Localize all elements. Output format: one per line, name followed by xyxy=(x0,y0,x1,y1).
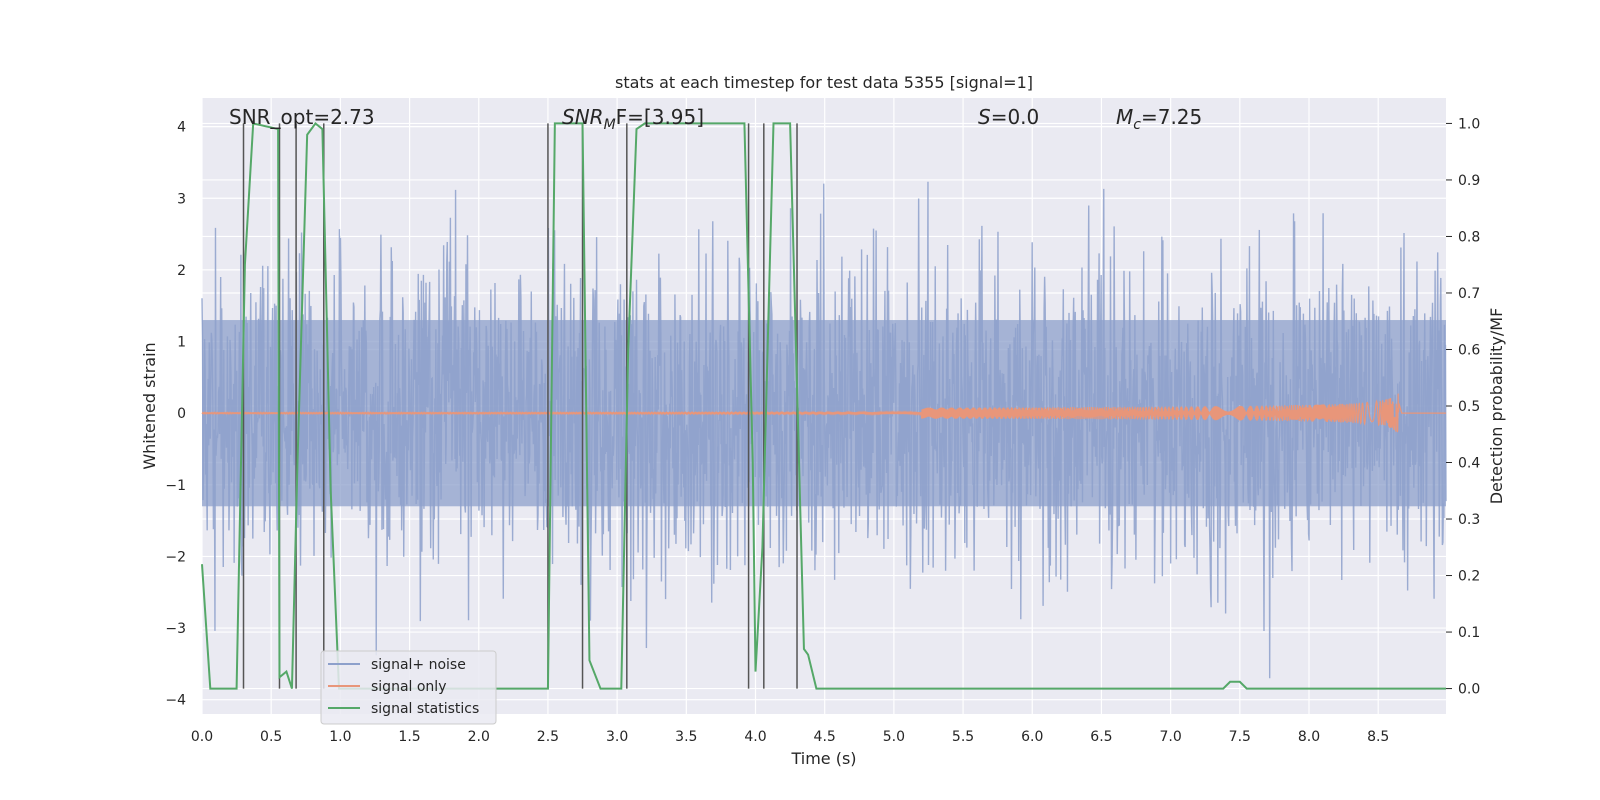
x-tick-label: 2.5 xyxy=(537,729,559,745)
x-tick-label: 3.5 xyxy=(675,729,697,745)
y-right-tick-label: 0.5 xyxy=(1458,399,1480,415)
y-left-tick-label: −4 xyxy=(165,693,186,709)
legend: signal+ noise signal only signal statist… xyxy=(320,650,497,725)
x-tick-label: 5.5 xyxy=(952,729,974,745)
x-tick-label: 0.5 xyxy=(260,729,282,745)
y-right-tick-label: 0.3 xyxy=(1458,512,1480,528)
x-tick-label: 5.0 xyxy=(883,729,905,745)
x-tick-label: 8.5 xyxy=(1367,729,1389,745)
x-tick-label: 1.0 xyxy=(329,729,351,745)
x-tick-label: 7.5 xyxy=(1229,729,1251,745)
annotation-s: S=0.0 xyxy=(978,105,1039,129)
annotation-s-value: =0.0 xyxy=(991,105,1040,129)
x-tick-label: 6.5 xyxy=(1090,729,1112,745)
stats-line xyxy=(201,121,1446,690)
y-right-tick-label: 0.6 xyxy=(1458,342,1480,358)
y-right-tick-label: 0.7 xyxy=(1458,286,1480,302)
y-left-tick-label: 3 xyxy=(177,191,186,207)
y-left-tick-label: −1 xyxy=(165,478,186,494)
annotation-snr-mf-subscript: M xyxy=(604,117,616,133)
y-right-tick-label: 0.2 xyxy=(1458,569,1480,585)
legend-box xyxy=(320,650,497,725)
y-left-tick-label: −3 xyxy=(165,621,186,637)
annotation-mc-symbol: M xyxy=(1116,105,1133,129)
annotation-snr-mf: SNRMF=[3.95] xyxy=(562,105,704,133)
signal-line xyxy=(201,393,1446,433)
x-tick-label: 7.0 xyxy=(1159,729,1181,745)
x-tick-label: 2.0 xyxy=(468,729,490,745)
y-left-tick-label: 1 xyxy=(177,335,186,351)
annotation-mc-value: =7.25 xyxy=(1141,105,1202,129)
y-right-tick-label: 0.1 xyxy=(1458,625,1480,641)
x-tick-label: 3.0 xyxy=(606,729,628,745)
annotation-mc: Mc=7.25 xyxy=(1116,105,1202,133)
chart-title: stats at each timestep for test data 535… xyxy=(615,73,1033,92)
y-right-axis-label: Detection probability/MF xyxy=(1487,308,1506,505)
annotation-mc-subscript: c xyxy=(1133,117,1141,133)
y-left-tick-label: 2 xyxy=(177,263,186,279)
series-signal-statistics xyxy=(201,121,1446,690)
x-tick-label: 4.5 xyxy=(814,729,836,745)
y-left-axis-label: Whitened strain xyxy=(140,342,159,469)
x-tick-label: 0.0 xyxy=(191,729,213,745)
y-left-tick-label: 0 xyxy=(177,406,186,422)
x-tick-label: 4.0 xyxy=(744,729,766,745)
y-right-tick-label: 1.0 xyxy=(1458,116,1480,132)
annotation-snr-mf-symbol: SNR xyxy=(562,105,604,129)
y-left-axis-ticks: 4 3 2 1 0 −1 −2 −3 −4 xyxy=(165,120,186,709)
x-tick-label: 6.0 xyxy=(1021,729,1043,745)
series-signal-only xyxy=(201,393,1446,433)
y-right-tick-label: 0.4 xyxy=(1458,456,1480,472)
y-right-tick-label: 0.8 xyxy=(1458,229,1480,245)
y-left-tick-label: −2 xyxy=(165,549,186,565)
legend-label-noise: signal+ noise xyxy=(371,657,466,673)
y-right-tick-label: 0.9 xyxy=(1458,173,1480,189)
y-right-axis-ticks: 1.0 0.9 0.8 0.7 0.6 0.5 0.4 0.3 0.2 0.1 0.0 xyxy=(1446,116,1480,698)
x-axis-ticks: 0.0 0.5 1.0 1.5 2.0 2.5 3.0 3.5 4.0 4.5 5.0 5.5 6.0 6… xyxy=(191,729,1389,745)
legend-label-signal: signal only xyxy=(371,679,446,695)
x-tick-label: 8.0 xyxy=(1298,729,1320,745)
annotation-snr-opt: SNR_opt=2.73 xyxy=(229,105,375,129)
annotation-s-symbol: S xyxy=(978,105,991,129)
legend-label-stats: signal statistics xyxy=(371,701,479,717)
y-right-tick-label: 0.0 xyxy=(1458,682,1480,698)
x-axis-label: Time (s) xyxy=(790,749,856,768)
x-tick-label: 1.5 xyxy=(398,729,420,745)
y-left-tick-label: 4 xyxy=(177,120,186,136)
annotation-snr-mf-value: F=[3.95] xyxy=(616,105,704,129)
